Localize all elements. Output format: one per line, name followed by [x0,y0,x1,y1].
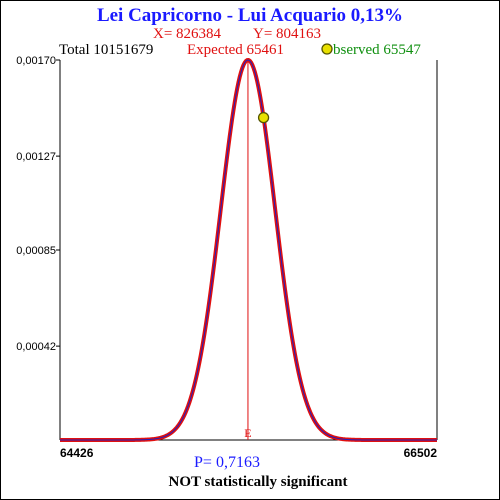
total-count: Total 10151679 [59,42,153,58]
observed-legend-marker [321,43,333,55]
y-tick-label: 0,00085 [16,245,56,257]
y-ticks: 0,00170 0,00127 0,00085 0,00042 [16,55,60,353]
y-tick-label: 0,00042 [16,341,56,353]
x-tick-max: 66502 [404,446,438,460]
y-count: Y= 804163 [253,26,321,42]
expected-marker: E [244,426,251,440]
expected-count: Expected 65461 [187,42,284,58]
p-value: P= 0,7163 [194,454,260,471]
chart-title: Lei Capricorno - Lui Acquario 0,13% [97,5,403,26]
x-count: X= 826384 [153,26,222,42]
y-tick-label: 0,00170 [16,55,56,67]
x-tick-min: 64426 [60,446,94,460]
significance-verdict: NOT statistically significant [169,474,348,490]
observed-point [257,111,270,124]
bell-curve-outline [60,58,437,442]
observed-count: bserved 65547 [333,42,421,58]
y-tick-label: 0,00127 [16,151,56,163]
bell-curve-line [60,59,437,441]
